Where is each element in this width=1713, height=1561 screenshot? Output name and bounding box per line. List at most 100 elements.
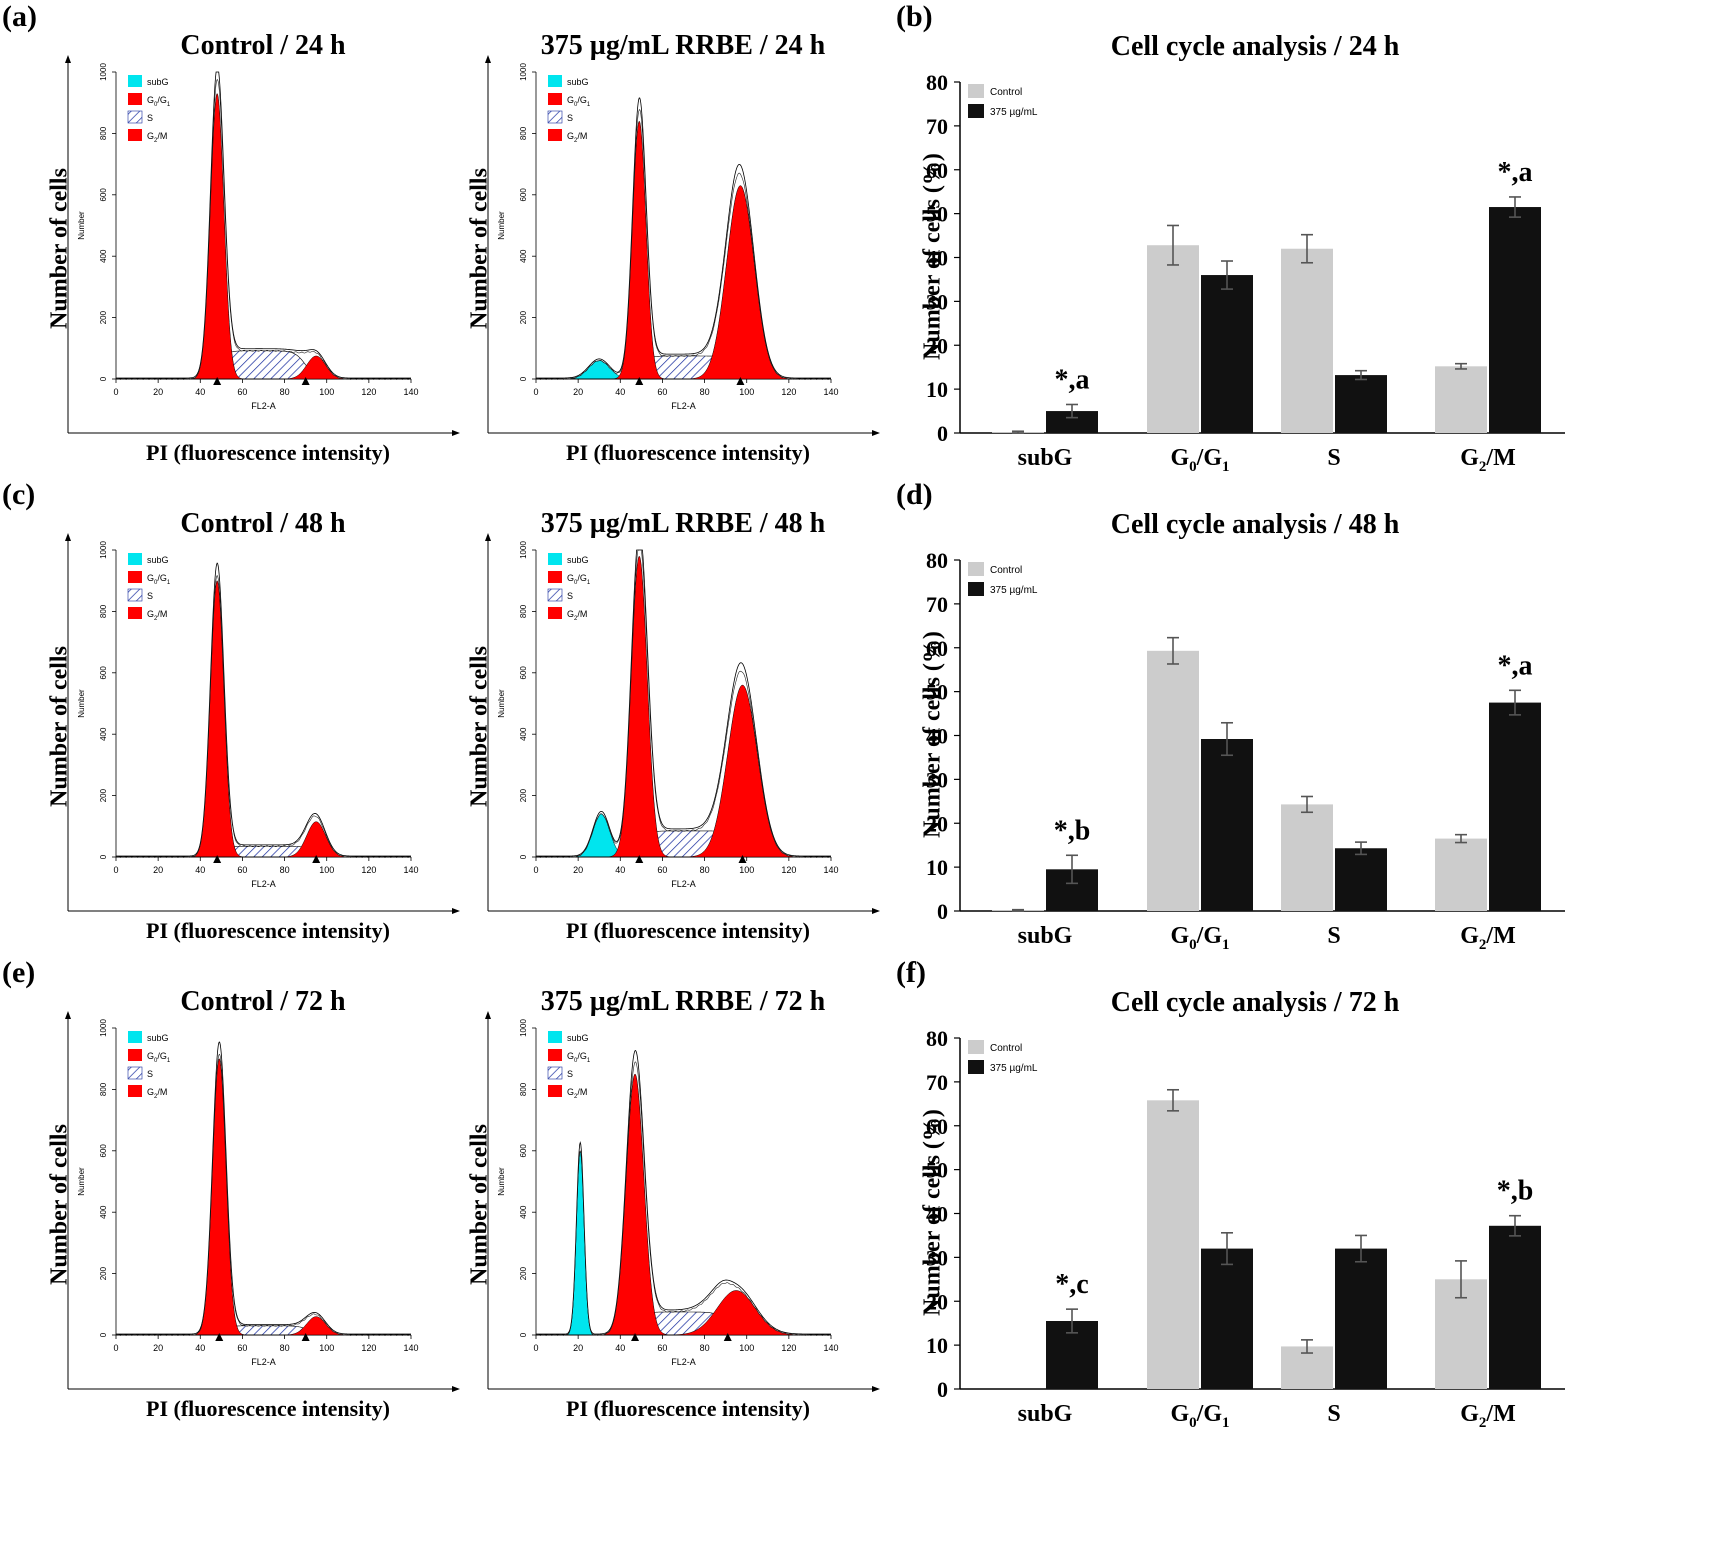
legend-swatch: [128, 553, 142, 565]
bar-control: [1435, 838, 1487, 911]
peak-marker: [301, 377, 310, 385]
panel-letter-f: (f): [896, 956, 926, 989]
legend-swatch: [548, 1031, 562, 1043]
error-bar: [1221, 1232, 1233, 1266]
legend-swatch: [127, 1066, 143, 1080]
y-tick-label: 1000: [519, 63, 528, 81]
bar-legend-label: 375 µg/mL: [990, 107, 1038, 118]
bar-chart-plot: 0 10 20 30 40 50 60 70 80 subG G0/G1 S G2/M *,c *,b Con…: [926, 1026, 1565, 1431]
inner-x-label: FL2-A: [251, 401, 276, 411]
y-tick-label: 200: [99, 788, 108, 802]
error-bar: [1167, 636, 1179, 665]
frame-x-arrow: [452, 430, 460, 436]
histogram-x-label: PI (fluorescence intensity): [146, 918, 390, 943]
x-tick-label: 40: [615, 865, 625, 875]
legend-label: G0/G1: [147, 573, 171, 586]
x-tick-label: 40: [615, 1343, 625, 1353]
histogram-raw-line: [535, 109, 832, 380]
bar-y-tick-label: 70: [926, 592, 948, 617]
x-tick-label: 60: [237, 387, 247, 397]
bar-y-tick-label: 50: [926, 680, 948, 705]
legend-swatch: [547, 588, 563, 602]
error-bar: [1066, 403, 1078, 419]
error-bar: [1012, 430, 1024, 434]
x-tick-label: 100: [739, 1343, 754, 1353]
y-tick-label: 800: [519, 126, 528, 140]
y-tick-label: 200: [519, 310, 528, 324]
legend-swatch: [128, 129, 142, 141]
x-tick-label: 100: [739, 865, 754, 875]
inner-y-label: Number: [77, 211, 86, 240]
y-tick-label: 200: [99, 310, 108, 324]
bar-legend-label: Control: [990, 87, 1022, 98]
y-tick-label: 200: [99, 1266, 108, 1280]
x-tick-label: 60: [657, 387, 667, 397]
significance-annotation: *,b: [1054, 815, 1091, 846]
legend-label: G0/G1: [567, 95, 591, 108]
y-tick-label: 1000: [99, 1019, 108, 1037]
subg-area: [536, 1149, 831, 1336]
bar-legend-label: 375 µg/mL: [990, 1063, 1038, 1074]
frame-x-arrow: [872, 1386, 880, 1392]
x-tick-label: 80: [700, 387, 710, 397]
error-bar: [1355, 369, 1367, 381]
inner-y-label: Number: [77, 1167, 86, 1196]
x-tick-label: 60: [237, 1343, 247, 1353]
s-phase-area: [536, 830, 831, 858]
error-bar: [1509, 689, 1521, 716]
bar-y-tick-label: 40: [926, 724, 948, 749]
inner-y-label: Number: [497, 689, 506, 718]
bar-category-label: S: [1327, 923, 1340, 949]
histogram-title: 375 µg/mL RRBE / 72 h: [540, 986, 826, 1017]
legend-label: G0/G1: [567, 1051, 591, 1064]
bar-treated: [1046, 411, 1098, 433]
bar-legend-swatch: [968, 1060, 984, 1074]
panel-letter-e: (e): [2, 956, 36, 989]
x-tick-label: 0: [113, 865, 118, 875]
peak-marker: [213, 377, 222, 385]
histogram-plot: 0 200 400 600 800 1000 0 20 40 60 80 100 120 140 FL2-A…: [65, 1011, 460, 1392]
bar-treated: [1489, 207, 1541, 433]
y-tick-label: 1000: [519, 1019, 528, 1037]
histogram-x-label: PI (fluorescence intensity): [566, 918, 810, 943]
bar-y-tick-label: 80: [926, 1026, 948, 1051]
legend-swatch: [548, 1049, 562, 1061]
legend-label: subG: [567, 555, 589, 565]
x-tick-label: 0: [533, 865, 538, 875]
legend-label: subG: [567, 1033, 589, 1043]
x-tick-label: 20: [153, 1343, 163, 1353]
frame-x-arrow: [872, 908, 880, 914]
legend-swatch: [128, 93, 142, 105]
bar-y-tick-label: 10: [926, 1333, 948, 1358]
histogram-envelope: [116, 1041, 411, 1335]
y-tick-label: 0: [99, 1332, 108, 1337]
x-tick-label: 120: [781, 1343, 796, 1353]
x-tick-label: 120: [781, 387, 796, 397]
histogram-x-label: PI (fluorescence intensity): [146, 1396, 390, 1421]
bar-category-label: G2/M: [1460, 445, 1516, 475]
bar-y-tick-label: 0: [937, 1377, 948, 1402]
histogram-plot: 0 200 400 600 800 1000 0 20 40 60 80 100 120 140 FL2-A…: [65, 55, 460, 436]
inner-y-label: Number: [497, 211, 506, 240]
y-tick-label: 1000: [519, 541, 528, 559]
y-tick-label: 400: [519, 727, 528, 741]
g2m-area: [536, 1290, 831, 1336]
frame-y-arrow: [65, 55, 71, 63]
y-tick-label: 600: [519, 666, 528, 680]
frame-y-arrow: [65, 533, 71, 541]
bar-legend-label: Control: [990, 1043, 1022, 1054]
x-tick-label: 60: [237, 865, 247, 875]
histogram-envelope: [536, 549, 831, 857]
y-tick-label: 400: [99, 727, 108, 741]
bar-control: [1147, 245, 1199, 433]
bar-category-label: G2/M: [1460, 923, 1516, 953]
error-bar: [1509, 196, 1521, 218]
x-tick-label: 20: [153, 387, 163, 397]
bar-treated: [1335, 375, 1387, 433]
legend-label: G2/M: [147, 609, 167, 622]
legend-swatch: [548, 75, 562, 87]
histogram-envelope: [116, 71, 411, 379]
histogram-plot: 0 200 400 600 800 1000 0 20 40 60 80 100 120 140 FL2-A…: [65, 533, 460, 914]
legend-swatch: [548, 1085, 562, 1097]
y-tick-label: 0: [99, 376, 108, 381]
